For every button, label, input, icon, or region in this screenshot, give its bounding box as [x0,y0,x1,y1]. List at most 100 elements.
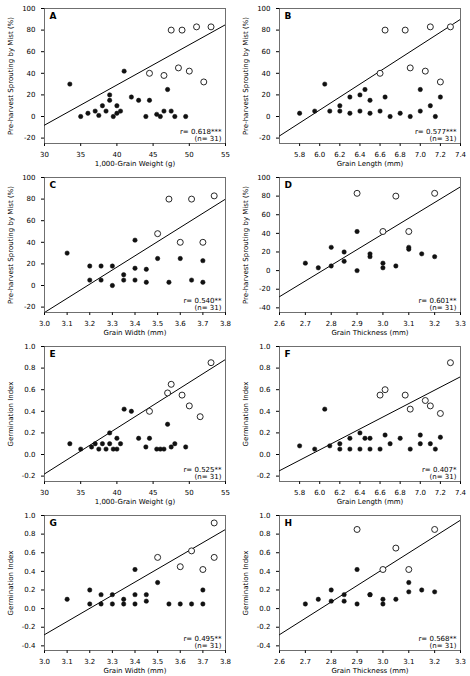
svg-text:7.0: 7.0 [415,489,426,497]
svg-text:80: 80 [27,26,36,34]
svg-text:0.6: 0.6 [24,549,36,557]
svg-text:40: 40 [112,489,121,497]
svg-text:3.0: 3.0 [377,658,388,666]
svg-text:0: 0 [31,113,35,121]
svg-text:5.8: 5.8 [294,151,305,159]
svg-text:r= 0.407*(n= 31): r= 0.407*(n= 31) [422,466,457,481]
svg-text:0.4: 0.4 [24,408,36,416]
svg-text:40: 40 [262,70,271,78]
svg-text:30: 30 [40,151,49,159]
svg-text:r= 0.577***(n= 31): r= 0.577***(n= 31) [415,128,457,143]
svg-text:F: F [285,349,291,359]
svg-text:0.2: 0.2 [24,429,35,437]
svg-text:3.4: 3.4 [129,320,141,328]
svg-text:80: 80 [262,192,271,200]
svg-text:7.2: 7.2 [435,151,446,159]
svg-text:-0.4: -0.4 [257,642,271,650]
svg-text:r= 0.525**(n= 31): r= 0.525**(n= 31) [183,466,222,481]
svg-text:0: 0 [266,113,270,121]
svg-text:6.0: 6.0 [314,489,325,497]
svg-text:6.4: 6.4 [354,489,366,497]
svg-text:-0.2: -0.2 [22,472,36,480]
svg-text:-40: -40 [259,304,270,312]
svg-text:3.3: 3.3 [107,320,118,328]
svg-text:Pre-harvest Sprouting by Mist: Pre-harvest Sprouting by Mist (%) [7,17,15,135]
svg-text:35: 35 [76,151,85,159]
svg-text:2.6: 2.6 [274,320,286,328]
svg-text:Germination Index: Germination Index [242,551,250,616]
svg-text:Germination Index: Germination Index [242,382,250,447]
svg-text:0.6: 0.6 [259,386,271,394]
svg-text:7.0: 7.0 [415,151,426,159]
svg-text:100: 100 [22,5,35,13]
svg-text:7.4: 7.4 [455,151,467,159]
svg-text:r= 0.495**(n= 31): r= 0.495**(n= 31) [183,635,222,650]
svg-text:D: D [285,180,292,190]
svg-text:-20: -20 [24,303,35,311]
svg-text:r= 0.568**(n= 31): r= 0.568**(n= 31) [418,635,457,650]
svg-text:-0.2: -0.2 [22,623,36,631]
svg-text:1.0: 1.0 [24,512,35,520]
svg-text:6.6: 6.6 [374,151,386,159]
svg-text:1.0: 1.0 [259,512,270,520]
svg-text:E: E [50,349,56,359]
svg-text:Pre-harvest Sprouting by Mist: Pre-harvest Sprouting by Mist (%) [242,17,250,135]
svg-text:3.6: 3.6 [175,320,187,328]
svg-text:0.2: 0.2 [259,429,270,437]
svg-text:20: 20 [27,260,36,268]
svg-text:5.8: 5.8 [294,489,305,497]
svg-text:1.0: 1.0 [24,343,35,351]
svg-text:r= 0.601**(n= 31): r= 0.601**(n= 31) [418,297,457,312]
svg-text:r= 0.618***(n= 31): r= 0.618***(n= 31) [180,128,222,143]
svg-text:2.8: 2.8 [326,658,337,666]
svg-text:3.1: 3.1 [403,320,414,328]
svg-text:3.7: 3.7 [197,658,208,666]
svg-text:0.8: 0.8 [259,364,270,372]
svg-text:Germination Index: Germination Index [7,551,15,616]
svg-text:3.5: 3.5 [152,320,163,328]
svg-text:0.6: 0.6 [259,549,271,557]
svg-text:Pre-harvest Sprouting by Mist: Pre-harvest Sprouting by Mist (%) [7,186,15,304]
svg-text:6.4: 6.4 [354,151,366,159]
svg-text:Grain Length (mm): Grain Length (mm) [337,160,404,168]
svg-text:3.3: 3.3 [455,658,466,666]
svg-text:6.0: 6.0 [314,151,325,159]
svg-text:60: 60 [27,217,36,225]
svg-text:0.0: 0.0 [259,451,270,459]
svg-text:1,000-Grain Weight (g): 1,000-Grain Weight (g) [95,160,176,168]
svg-text:20: 20 [262,248,271,256]
svg-text:2.7: 2.7 [300,320,311,328]
svg-text:80: 80 [27,195,36,203]
svg-text:80: 80 [262,26,271,34]
svg-text:-0.4: -0.4 [22,642,36,650]
svg-text:Grain Width (mm): Grain Width (mm) [104,667,167,675]
svg-text:Pre-harvest Sprouting by Mist: Pre-harvest Sprouting by Mist (%) [242,186,250,304]
svg-text:100: 100 [257,174,270,182]
svg-text:40: 40 [262,230,271,238]
svg-text:6.8: 6.8 [395,489,406,497]
svg-text:-0.2: -0.2 [257,623,271,631]
svg-text:35: 35 [76,489,85,497]
svg-text:45: 45 [149,151,158,159]
svg-text:40: 40 [112,151,121,159]
svg-text:3.1: 3.1 [62,658,73,666]
svg-text:100: 100 [257,5,270,13]
svg-text:6.2: 6.2 [334,151,345,159]
svg-text:55: 55 [221,489,230,497]
svg-text:20: 20 [27,91,36,99]
svg-text:6.6: 6.6 [374,489,386,497]
svg-text:3.0: 3.0 [39,320,50,328]
svg-text:3.8: 3.8 [220,320,231,328]
svg-text:2.9: 2.9 [352,658,363,666]
svg-text:0: 0 [266,267,270,275]
svg-text:H: H [285,518,293,528]
svg-text:0.2: 0.2 [259,586,270,594]
svg-text:2.6: 2.6 [274,658,286,666]
svg-text:3.2: 3.2 [84,320,95,328]
svg-text:20: 20 [262,91,271,99]
svg-text:0.8: 0.8 [259,530,270,538]
svg-text:30: 30 [40,489,49,497]
svg-text:50: 50 [185,151,194,159]
svg-text:1.0: 1.0 [259,343,270,351]
svg-text:40: 40 [27,239,36,247]
